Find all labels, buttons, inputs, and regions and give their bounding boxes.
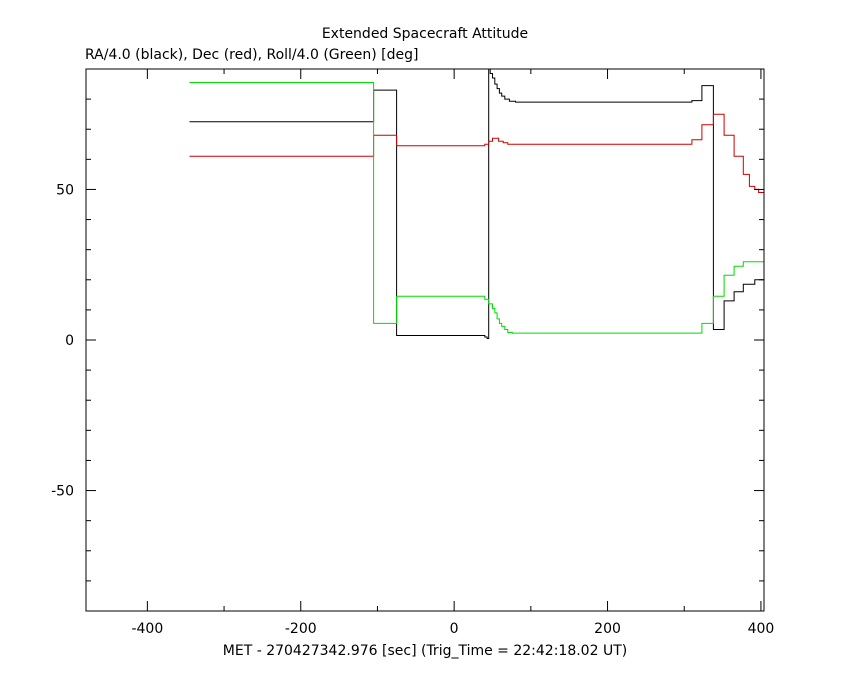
plot-frame xyxy=(85,68,765,612)
x-axis-label: MET - 270427342.976 [sec] (Trig_Time = 2… xyxy=(223,643,627,659)
y-tick-label: -50 xyxy=(51,484,74,500)
x-tick-label: 200 xyxy=(594,621,621,637)
x-tick-label: 0 xyxy=(450,621,459,637)
x-tick-label: -200 xyxy=(285,621,317,637)
ticks-layer: -400 -200 0 200 400 -50 0 50 xyxy=(51,68,775,637)
series-line-1 xyxy=(189,113,764,193)
x-tick-label: -400 xyxy=(131,621,163,637)
series-line-0 xyxy=(189,68,764,339)
chart-subtitle: RA/4.0 (black), Dec (red), Roll/4.0 (Gre… xyxy=(85,47,418,63)
series-line-2 xyxy=(189,82,764,334)
x-tick-label: 400 xyxy=(748,621,775,637)
chart-title: Extended Spacecraft Attitude xyxy=(322,26,528,42)
y-tick-label: 50 xyxy=(56,182,74,198)
series-layer xyxy=(189,68,764,339)
y-tick-label: 0 xyxy=(65,333,74,349)
